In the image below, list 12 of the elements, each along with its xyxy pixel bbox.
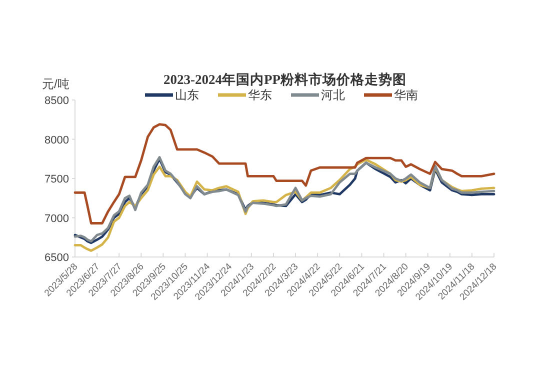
y-tick-label: 6500 [44,252,69,264]
legend-label: 华南 [394,88,418,102]
line-series [74,123,496,224]
legend-label: 华东 [248,88,272,102]
chart-title: 2023-2024年国内PP粉料市场价格走势图 [164,71,406,87]
y-tick-label: 8000 [44,134,69,146]
y-tick-label: 7500 [44,174,69,186]
legend-label: 山东 [175,88,199,102]
y-axis-title: 元/吨 [42,77,70,91]
y-tick-label: 7000 [44,212,69,225]
y-tick-label: 8500 [44,95,69,107]
legend-label: 河北 [321,88,345,102]
